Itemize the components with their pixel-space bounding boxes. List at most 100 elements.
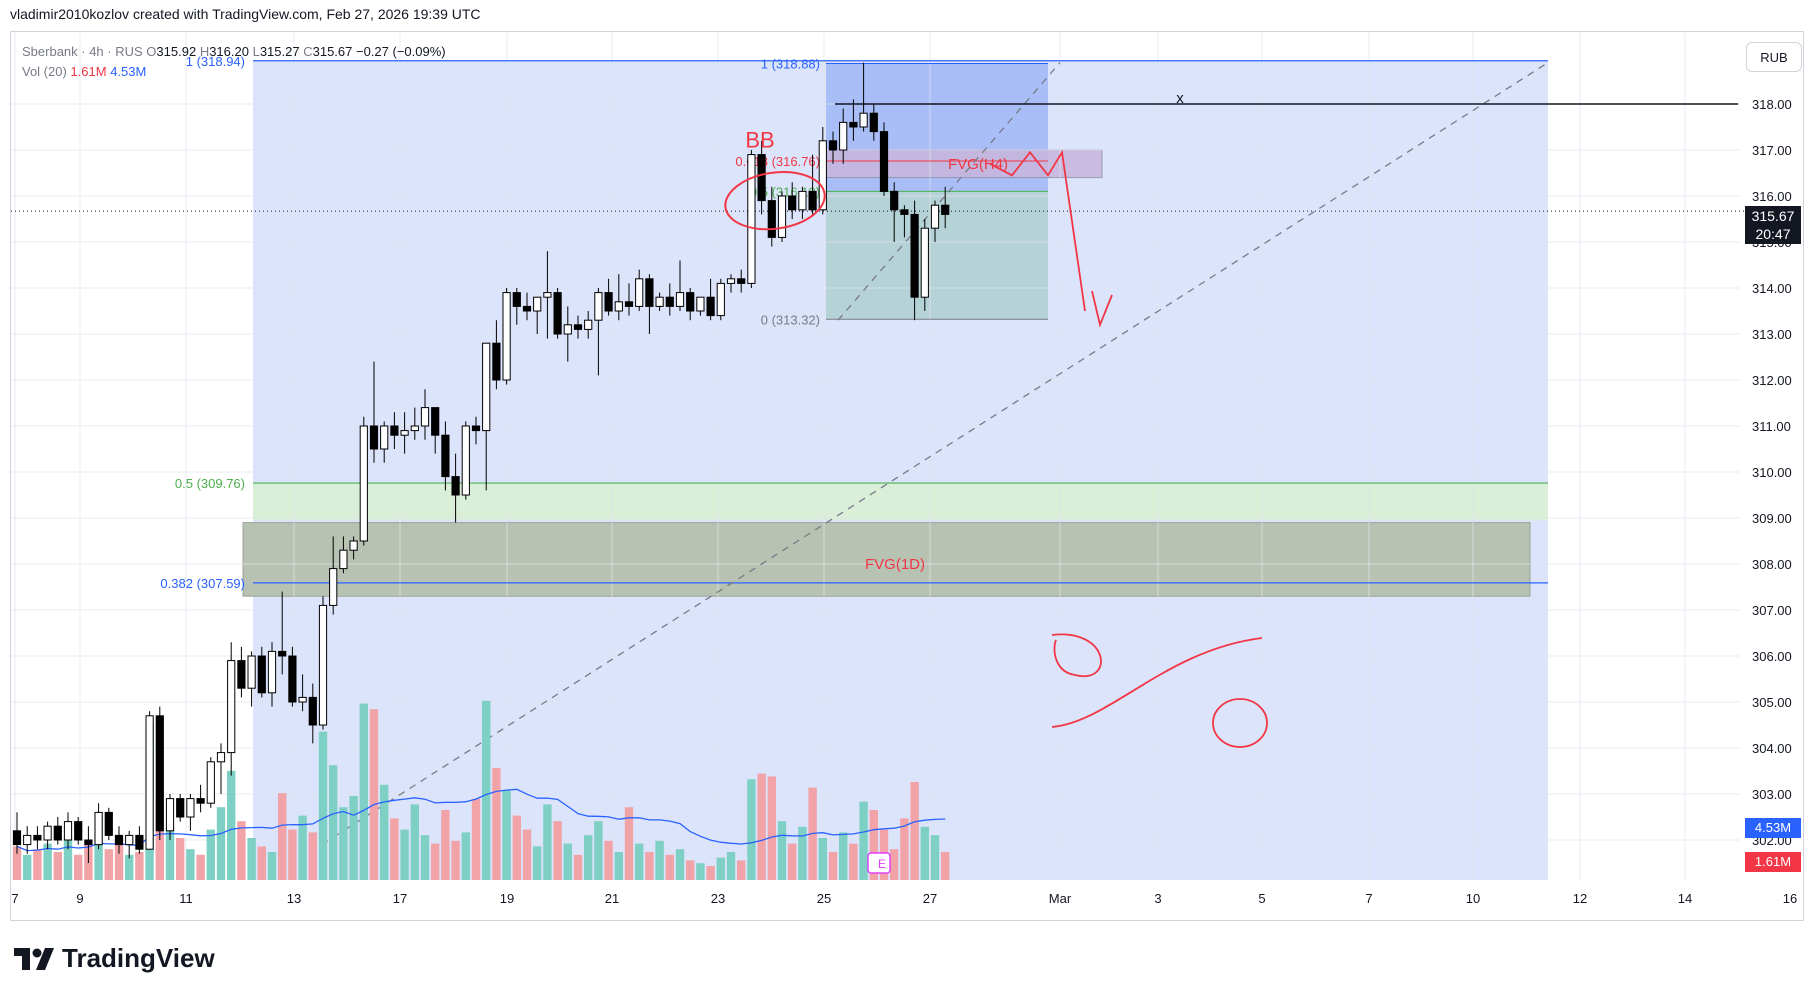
- candle[interactable]: [135, 826, 144, 854]
- candle[interactable]: [74, 817, 83, 845]
- candle[interactable]: [941, 186, 950, 229]
- candle[interactable]: [23, 826, 32, 854]
- candle[interactable]: [553, 288, 562, 339]
- candle[interactable]: [471, 416, 481, 445]
- candle[interactable]: [145, 711, 154, 850]
- candle[interactable]: [930, 200, 940, 242]
- volume-label[interactable]: Vol (20): [22, 64, 67, 79]
- candle[interactable]: [441, 421, 450, 491]
- candle[interactable]: [645, 274, 654, 334]
- candle[interactable]: [502, 288, 511, 385]
- bb-circle-annotation[interactable]: [722, 166, 829, 235]
- candle[interactable]: [808, 154, 817, 215]
- candle[interactable]: [879, 122, 889, 196]
- candle[interactable]: [237, 646, 246, 698]
- candle[interactable]: [869, 104, 878, 141]
- candle[interactable]: [533, 296, 542, 334]
- candle[interactable]: [33, 826, 42, 850]
- candle[interactable]: [155, 706, 164, 840]
- candle[interactable]: [349, 536, 358, 560]
- candle[interactable]: [726, 274, 736, 293]
- candle[interactable]: [247, 651, 256, 707]
- candle[interactable]: [410, 407, 419, 440]
- candle[interactable]: [257, 646, 266, 698]
- candle[interactable]: [594, 288, 603, 376]
- candle[interactable]: [482, 342, 491, 491]
- candle[interactable]: [369, 361, 379, 463]
- candle[interactable]: [686, 288, 695, 321]
- candle[interactable]: [767, 186, 776, 247]
- fvg-1d-zone[interactable]: [242, 522, 1531, 597]
- candle[interactable]: [818, 127, 827, 215]
- symbol-legend[interactable]: Sberbank · 4h · RUS O315.92 H316.20 L315…: [22, 44, 446, 59]
- candle[interactable]: [655, 292, 664, 311]
- candle[interactable]: [431, 407, 440, 454]
- candle[interactable]: [451, 453, 460, 523]
- candle[interactable]: [12, 812, 22, 854]
- candle[interactable]: [186, 794, 195, 831]
- candle[interactable]: [614, 274, 623, 321]
- candle[interactable]: [849, 99, 858, 141]
- tradingview-logo[interactable]: TradingView: [14, 943, 215, 974]
- candle[interactable]: [573, 315, 583, 339]
- candle[interactable]: [635, 269, 644, 311]
- candle[interactable]: [339, 536, 348, 574]
- candle[interactable]: [890, 182, 899, 242]
- candle[interactable]: [716, 278, 725, 321]
- candle[interactable]: [104, 807, 113, 840]
- candle[interactable]: [288, 646, 297, 707]
- candle[interactable]: [706, 278, 715, 321]
- candle[interactable]: [665, 283, 674, 316]
- candle[interactable]: [114, 826, 124, 854]
- candle[interactable]: [920, 219, 929, 311]
- candle[interactable]: [227, 642, 236, 776]
- candle[interactable]: [278, 591, 287, 675]
- candle[interactable]: [196, 784, 205, 813]
- candle[interactable]: [798, 186, 807, 219]
- candle[interactable]: [777, 191, 787, 242]
- candle[interactable]: [84, 826, 93, 863]
- candle[interactable]: [216, 743, 226, 794]
- symbol-name[interactable]: Sberbank · 4h · RUS: [22, 44, 143, 59]
- candle[interactable]: [94, 803, 103, 850]
- candle[interactable]: [563, 306, 572, 362]
- candle[interactable]: [604, 278, 613, 316]
- candle[interactable]: [492, 320, 501, 390]
- candle[interactable]: [390, 412, 399, 449]
- candle[interactable]: [318, 596, 328, 730]
- candle[interactable]: [522, 292, 532, 321]
- candle[interactable]: [788, 182, 797, 219]
- candle[interactable]: [165, 794, 175, 840]
- projection-path-annotation[interactable]: [989, 149, 1086, 312]
- candle[interactable]: [298, 674, 307, 712]
- candle[interactable]: [737, 269, 746, 293]
- candle[interactable]: [696, 296, 705, 316]
- candle[interactable]: [308, 683, 317, 744]
- candle[interactable]: [359, 416, 368, 546]
- candle[interactable]: [53, 817, 62, 845]
- candle[interactable]: [624, 283, 634, 316]
- earnings-marker-icon[interactable]: E: [867, 852, 891, 874]
- candle[interactable]: [267, 642, 277, 707]
- candle[interactable]: [43, 821, 52, 850]
- candle[interactable]: [176, 794, 185, 822]
- candle[interactable]: [839, 108, 848, 164]
- candle[interactable]: [747, 150, 756, 288]
- candle[interactable]: [329, 536, 338, 615]
- candle[interactable]: [900, 205, 909, 238]
- volume-legend[interactable]: Vol (20) 1.61M 4.53M: [22, 64, 146, 79]
- candle[interactable]: [63, 812, 73, 850]
- candle[interactable]: [828, 131, 838, 164]
- candle[interactable]: [125, 830, 134, 859]
- candle[interactable]: [400, 412, 409, 454]
- candle[interactable]: [461, 421, 470, 500]
- candle[interactable]: [206, 757, 215, 808]
- candle[interactable]: [675, 260, 685, 311]
- candle[interactable]: [543, 251, 552, 339]
- candle[interactable]: [380, 421, 389, 463]
- candle[interactable]: [859, 62, 868, 132]
- candle[interactable]: [420, 389, 430, 440]
- candle[interactable]: [512, 288, 521, 325]
- candle[interactable]: [910, 200, 919, 321]
